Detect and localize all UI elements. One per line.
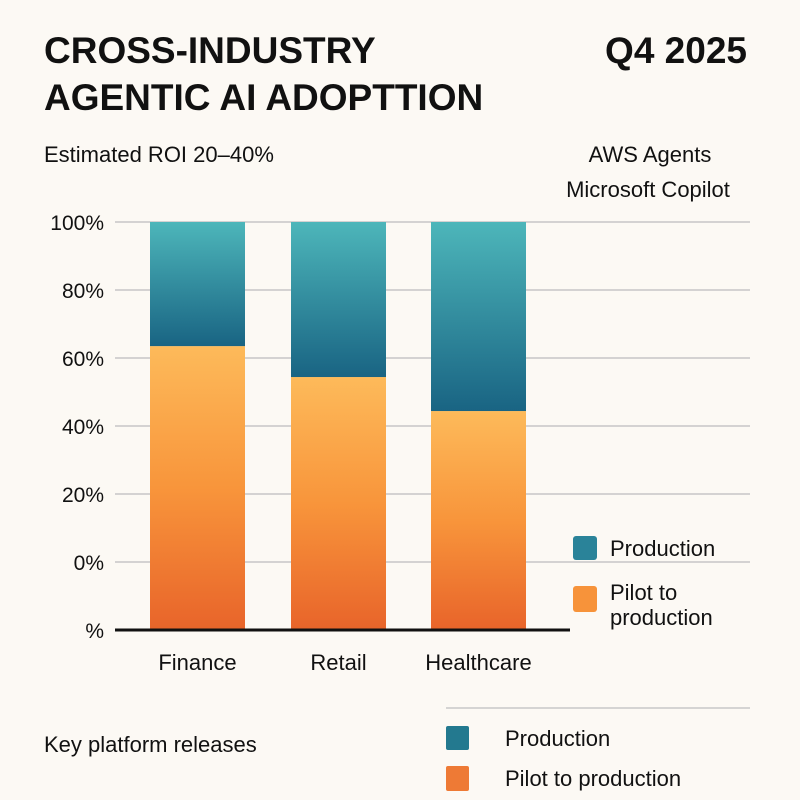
bar-finance-pilot-to-production <box>150 346 245 630</box>
y-tick-label: 60% <box>62 348 104 371</box>
bar-healthcare-pilot-to-production <box>431 411 526 630</box>
bar-retail-production <box>291 222 386 378</box>
y-tick-label: 80% <box>62 280 104 303</box>
legend-swatch-pilot <box>573 586 597 612</box>
x-category-label: Retail <box>310 650 366 675</box>
legend-label-production: Production <box>610 536 715 561</box>
bars <box>150 222 526 630</box>
y-axis-ticks: % 0% 20% 40% 60% 80% 100% <box>50 212 104 643</box>
y-tick-label: 40% <box>62 416 104 439</box>
bar-finance-production <box>150 222 245 347</box>
platform-aws: AWS Agents <box>589 142 712 167</box>
footer-legend-production: Production <box>505 726 610 751</box>
y-tick-label: 0% <box>74 552 104 575</box>
platform-copilot: Microsoft Copilot <box>566 177 730 202</box>
period-label: Q4 2025 <box>605 30 747 71</box>
chart-title-line1: CROSS-INDUSTRY <box>44 30 376 71</box>
x-category-label: Healthcare <box>425 650 531 675</box>
footer-legend-pilot: Pilot to production <box>505 766 681 791</box>
chart-title-line2: AGENTIC AI ADOPTTION <box>44 77 483 118</box>
legend-swatch-production <box>573 536 597 560</box>
y-tick-label: 100% <box>50 212 104 235</box>
footer-label: Key platform releases <box>44 732 257 757</box>
bar-healthcare-production <box>431 222 526 412</box>
x-category-label: Finance <box>158 650 236 675</box>
legend-label-pilot: Pilot to production <box>610 580 713 630</box>
roi-note: Estimated ROI 20–40% <box>44 142 274 167</box>
y-tick-label: 20% <box>62 484 104 507</box>
footer-swatch-pilot <box>446 766 469 791</box>
footer-swatch-production <box>446 726 469 750</box>
y-tick-label: % <box>85 620 104 643</box>
bar-retail-pilot-to-production <box>291 377 386 630</box>
x-axis-categories: Finance Retail Healthcare <box>158 650 531 675</box>
legend: Production Pilot to production <box>573 536 715 630</box>
